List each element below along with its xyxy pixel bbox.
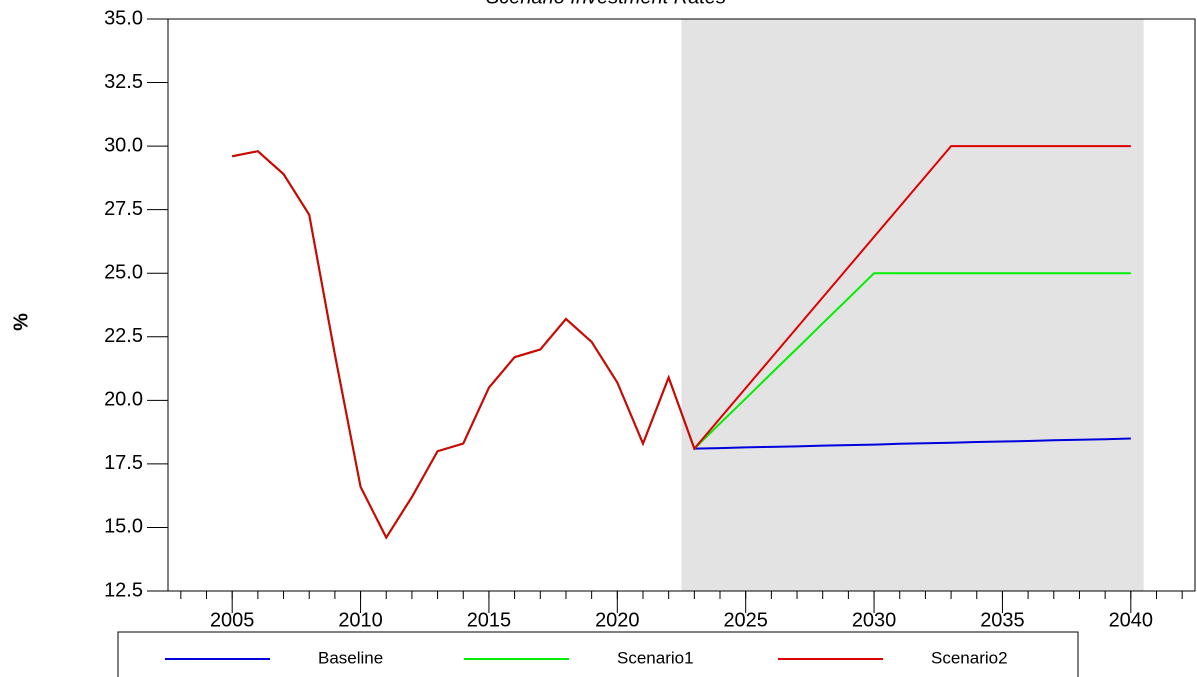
y-tick-label: 32.5 xyxy=(104,71,143,93)
x-tick-label: 2005 xyxy=(210,609,255,631)
x-tick-label: 2035 xyxy=(980,609,1025,631)
legend-label: Baseline xyxy=(318,648,383,667)
y-axis-label: % xyxy=(10,313,32,331)
x-tick-label: 2030 xyxy=(852,609,897,631)
legend-box xyxy=(117,631,1079,677)
y-tick-label: 22.5 xyxy=(104,325,143,347)
x-tick-label: 2025 xyxy=(723,609,768,631)
y-tick-label: 20.0 xyxy=(104,389,143,411)
y-tick-label: 30.0 xyxy=(104,134,143,156)
x-tick-label: 2040 xyxy=(1109,609,1154,631)
x-tick-label: 2015 xyxy=(467,609,512,631)
plot-frame xyxy=(167,18,1196,592)
y-tick-label: 12.5 xyxy=(104,579,143,601)
series-line xyxy=(231,145,1131,540)
y-tick-label: 27.5 xyxy=(104,198,143,220)
chart-title: Scenario Investment Rates xyxy=(486,0,726,8)
x-tick-label: 2020 xyxy=(595,609,640,631)
y-tick-label: 15.0 xyxy=(104,516,143,538)
y-tick-label: 17.5 xyxy=(104,452,143,474)
forecast-shade xyxy=(681,19,1144,591)
y-tick-label: 25.0 xyxy=(104,262,143,284)
y-tick-label: 35.0 xyxy=(104,7,143,29)
x-tick-label: 2010 xyxy=(338,609,383,631)
legend-label: Scenario2 xyxy=(931,648,1008,667)
legend-label: Scenario1 xyxy=(617,648,694,667)
